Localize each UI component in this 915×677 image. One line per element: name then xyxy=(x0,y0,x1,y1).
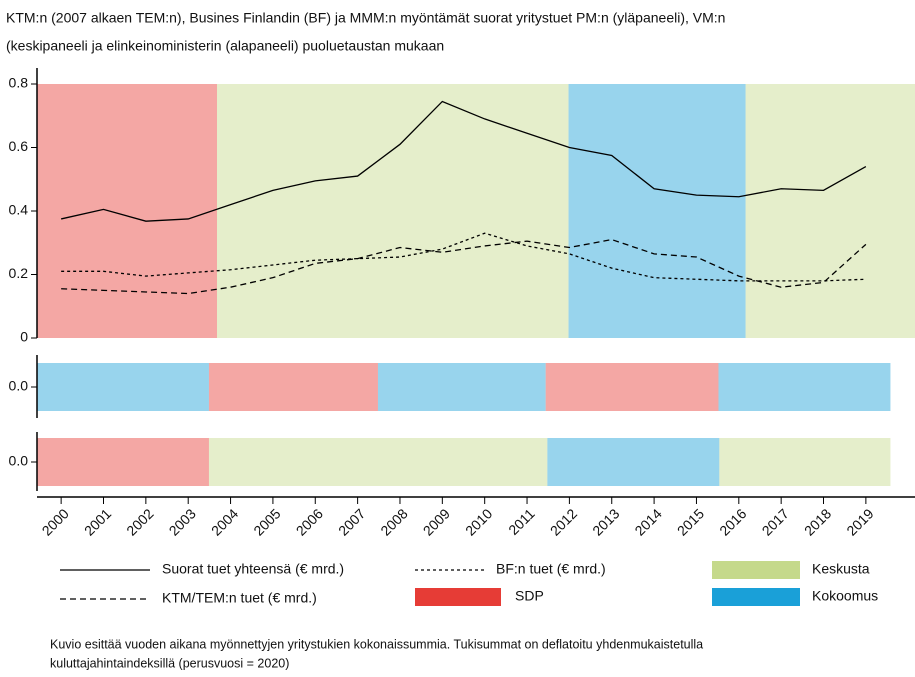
x-tick-label: 2013 xyxy=(589,505,622,538)
party-span xyxy=(377,363,546,411)
party-span xyxy=(37,84,218,338)
chart-title: (keskipaneeli ja elinkeinoministerin (al… xyxy=(6,38,444,54)
legend-label: SDP xyxy=(515,588,544,604)
legend-label: Kokoomus xyxy=(812,588,878,604)
party-span xyxy=(547,438,720,486)
x-tick-label: 2014 xyxy=(631,505,664,538)
y-tick-label: 0.4 xyxy=(9,202,29,218)
x-tick-label: 2010 xyxy=(462,505,495,538)
x-tick-label: 2007 xyxy=(335,505,368,538)
party-span xyxy=(208,363,378,411)
x-tick-label: 2002 xyxy=(123,505,156,538)
party-span xyxy=(545,363,719,411)
x-tick-label: 2004 xyxy=(208,505,241,538)
x-tick-label: 2009 xyxy=(420,505,453,538)
y-tick-label: 0.6 xyxy=(9,138,29,154)
x-tick-label: 2016 xyxy=(716,505,749,538)
y-tick-label: 0.2 xyxy=(9,265,29,281)
y-tick-label: 0.0 xyxy=(9,453,29,469)
x-tick-label: 2019 xyxy=(843,505,876,538)
y-tick-label: 0.8 xyxy=(9,75,29,91)
legend-label: KTM/TEM:n tuet (€ mrd.) xyxy=(162,590,317,606)
y-tick-label: 0.0 xyxy=(9,378,29,394)
party-span xyxy=(37,363,209,411)
legend-label: Suorat tuet yhteensä (€ mrd.) xyxy=(162,561,344,577)
x-tick-label: 2000 xyxy=(39,505,72,538)
party-span xyxy=(208,438,548,486)
party-span xyxy=(37,438,209,486)
series-line xyxy=(61,232,866,282)
party-span xyxy=(718,363,891,411)
x-tick-label: 2008 xyxy=(377,505,410,538)
legend-swatch xyxy=(712,588,800,606)
x-tick-label: 2005 xyxy=(250,505,283,538)
party-span xyxy=(217,84,569,338)
chart-title: KTM:n (2007 alkaen TEM:n), Busines Finla… xyxy=(6,10,725,26)
y-tick-label: 0 xyxy=(20,329,28,345)
note: Kuvio esittää vuoden aikana myönnettyjen… xyxy=(50,637,703,651)
legend-swatch xyxy=(415,588,501,606)
series-line xyxy=(60,100,867,222)
legend-label: BF:n tuet (€ mrd.) xyxy=(496,561,606,577)
x-tick-label: 2018 xyxy=(801,505,834,538)
party-span xyxy=(568,84,746,338)
x-tick-label: 2011 xyxy=(505,505,538,538)
party-span xyxy=(719,438,891,486)
x-tick-label: 2006 xyxy=(293,505,326,538)
note: kuluttajahintaindeksillä (perusvuosi = 2… xyxy=(50,656,289,670)
x-tick-label: 2001 xyxy=(81,505,114,538)
x-tick-label: 2015 xyxy=(674,505,707,538)
x-tick-label: 2003 xyxy=(166,505,199,538)
series-line xyxy=(61,238,867,295)
legend-swatch xyxy=(712,561,800,579)
x-tick-label: 2017 xyxy=(759,505,792,538)
legend-label: Keskusta xyxy=(812,561,870,577)
x-tick-label: 2012 xyxy=(547,505,580,538)
party-span xyxy=(745,84,915,338)
